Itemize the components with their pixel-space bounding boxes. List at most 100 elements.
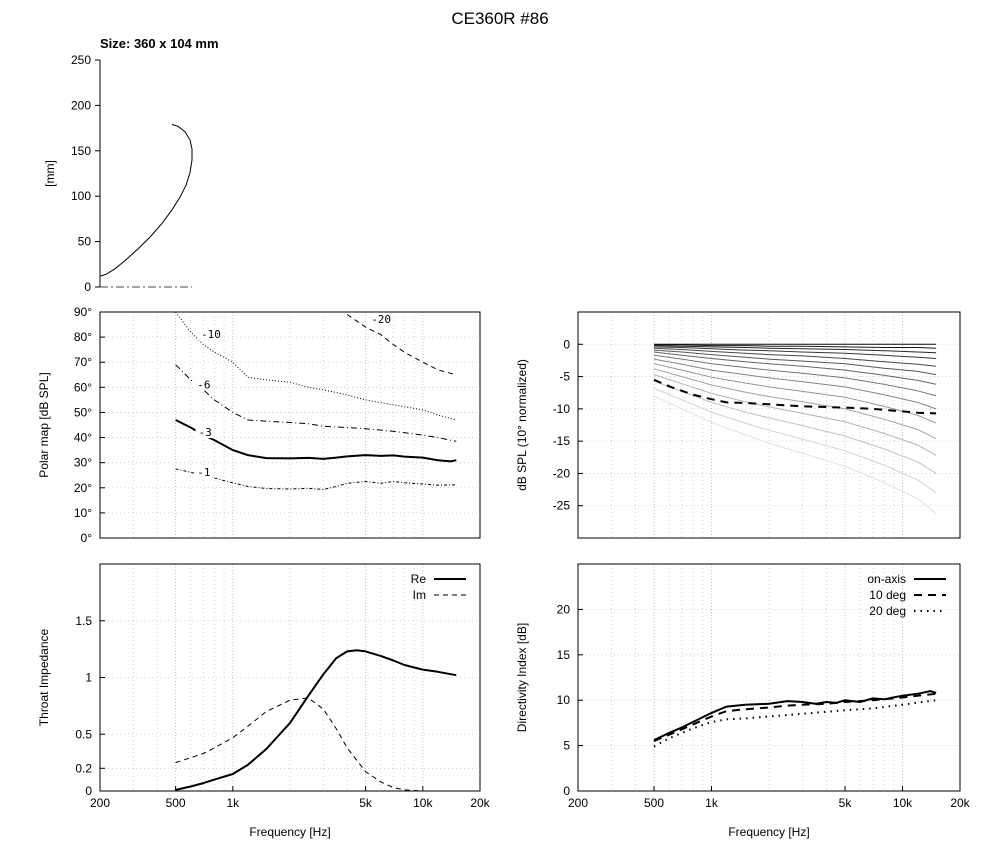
directivity-ytick-label: 5: [563, 739, 570, 753]
profile-ytick-label: 50: [78, 235, 92, 249]
directivity-series-on-axis: [653, 690, 937, 742]
impedance-xtick-label: 500: [166, 796, 186, 810]
directivity-legend-label: 20 deg: [869, 604, 906, 618]
spl-curve-8: [653, 358, 937, 410]
polar-contour-label: -3: [199, 426, 212, 439]
polar-frame: [99, 311, 481, 539]
spl-curve-3: [653, 346, 937, 359]
directivity-xtick-label: 20k: [950, 796, 970, 810]
profile-ytick-label: 0: [84, 280, 91, 294]
spl-curve-14: [653, 395, 937, 514]
spl-curve-4: [653, 347, 937, 367]
directivity-ylabel: Directivity Index [dB]: [515, 623, 529, 732]
polar-contour-label-bg: [194, 379, 213, 391]
impedance-ytick-label: 1: [85, 671, 92, 685]
directivity-grid: [611, 564, 903, 791]
figure-title: CE360R #86: [451, 9, 548, 28]
polar-series-group: [175, 312, 457, 491]
directivity-xtick-label: 1k: [705, 796, 719, 810]
impedance-ytick-label: 0: [85, 784, 92, 798]
spl-curve-12: [653, 380, 937, 474]
directivity-ytick-label: 10: [557, 693, 571, 707]
spl-curve-5: [653, 349, 937, 376]
polar-hgrid: [100, 336, 480, 514]
impedance-ytick-label: 0.5: [75, 727, 92, 741]
spl-curve-10: [653, 368, 937, 440]
polar-contour-label: -1: [197, 466, 210, 479]
polar-contour-minus6: [175, 364, 457, 442]
directivity-ytick-label: 20: [557, 602, 571, 616]
profile-size-title: Size: 360 x 104 mm: [100, 36, 219, 51]
impedance-xlabel: Frequency [Hz]: [249, 825, 330, 839]
directivity-xtick-label: 5k: [839, 796, 853, 810]
polar-contour-minus1: [175, 468, 457, 491]
impedance-xtick-label: 10k: [413, 796, 433, 810]
polar-ytick-label: 30°: [74, 456, 92, 470]
spl-ytick-label: 0: [563, 337, 570, 351]
spl-grid: [611, 312, 903, 538]
polar-ytick-label: 40°: [74, 431, 92, 445]
directivity-xtick-label: 10k: [893, 796, 913, 810]
polar-ytick-label: 90°: [74, 305, 92, 319]
polar-ytick-label: 70°: [74, 355, 92, 369]
impedance-series-Im: [175, 697, 438, 792]
spl-curve-9: [653, 363, 937, 424]
directivity-frame: [577, 563, 961, 792]
spl-curve-1: [654, 344, 937, 349]
polar-contour-minus10: [175, 312, 457, 421]
directivity-hgrid: [578, 609, 960, 746]
polar-contour-label-bg: [368, 314, 394, 326]
spl-curve-6: [653, 351, 937, 385]
polar-ytick-label: 80°: [74, 330, 92, 344]
impedance-xtick-label: 5k: [359, 796, 373, 810]
profile-ytick-label: 250: [71, 53, 91, 67]
polar-contour-label-bg: [195, 427, 214, 439]
impedance-xtick-label: 20k: [470, 796, 490, 810]
profile-ytick-label: 100: [71, 189, 91, 203]
polar-contour-minus20: [346, 314, 457, 376]
impedance-series-Re: [175, 649, 457, 791]
impedance-hgrid: [100, 620, 480, 769]
spl-ytick-label: -20: [553, 466, 571, 480]
polar-ylabel: Polar map [dB SPL]: [37, 372, 51, 477]
spl-curve-2: [653, 345, 937, 354]
impedance-legend-label: Im: [413, 588, 426, 602]
impedance-grid: [133, 564, 424, 791]
directivity-legend-label: 10 deg: [869, 588, 906, 602]
polar-contour-label: -6: [197, 378, 210, 391]
polar-grid: [133, 312, 424, 538]
polar-contour-label-bg: [197, 329, 223, 341]
profile-ytick-label: 150: [71, 144, 91, 158]
spl-ytick-label: -10: [553, 402, 571, 416]
directivity-ytick-label: 0: [563, 784, 570, 798]
impedance-xtick-label: 1k: [226, 796, 240, 810]
impedance-ylabel: Throat Impedance: [37, 628, 51, 726]
spl-curve-7: [653, 354, 937, 397]
directivity-xlabel: Frequency [Hz]: [728, 825, 809, 839]
directivity-xtick-label: 200: [568, 796, 588, 810]
directivity-ytick-label: 15: [557, 648, 571, 662]
polar-ytick-label: 60°: [74, 380, 92, 394]
impedance-xtick-label: 200: [90, 796, 110, 810]
spl-frame: [577, 311, 961, 539]
polar-ytick-label: 10°: [74, 506, 92, 520]
spl-ytick-label: -15: [553, 434, 571, 448]
impedance-legend-label: Re: [411, 572, 427, 586]
polar-ytick-label: 20°: [74, 481, 92, 495]
spl-ytick-label: -5: [559, 370, 570, 384]
impedance-ytick-label: 0.2: [75, 761, 92, 775]
spl-ylabel: dB SPL (10° normalized): [515, 359, 529, 491]
spl-ytick-label: -25: [553, 499, 571, 513]
polar-ytick-label: 0°: [81, 531, 93, 545]
polar-contour-label: -10: [201, 328, 221, 341]
polar-contour-label-bg: [194, 467, 213, 479]
profile-ylabel: [mm]: [43, 160, 57, 187]
directivity-legend-label: on-axis: [867, 572, 906, 586]
impedance-ytick-label: 1.5: [75, 614, 92, 628]
polar-contour-label: -20: [371, 313, 391, 326]
directivity-xtick-label: 500: [644, 796, 664, 810]
profile-curve: [99, 124, 193, 277]
spl-highlight-curve: [653, 378, 937, 415]
spl-curve-13: [653, 387, 937, 494]
